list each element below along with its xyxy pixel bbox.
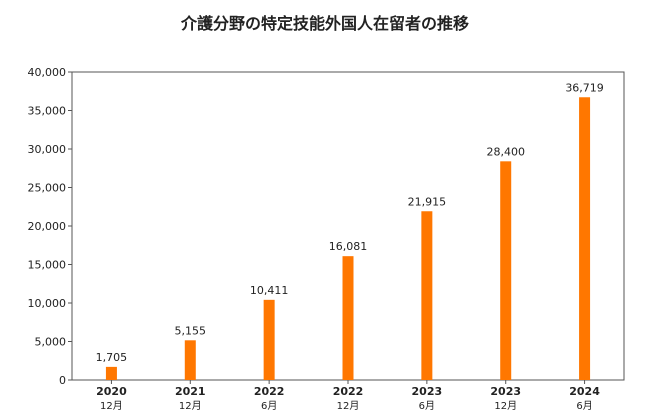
y-tick-label: 25,000 xyxy=(28,182,67,195)
bar-value-label: 28,400 xyxy=(486,145,525,158)
y-tick-label: 30,000 xyxy=(28,143,67,156)
bar xyxy=(579,97,591,380)
y-tick-label: 35,000 xyxy=(28,105,67,118)
y-tick-label: 20,000 xyxy=(28,220,67,233)
bar xyxy=(105,366,117,380)
bar-value-label: 36,719 xyxy=(565,81,604,94)
bar xyxy=(184,340,196,380)
y-tick-label: 40,000 xyxy=(28,66,67,79)
bar-value-label: 10,411 xyxy=(250,284,289,297)
x-tick-label-month: 6月 xyxy=(576,400,592,412)
x-tick-label-month: 12月 xyxy=(100,400,123,412)
bar-value-label: 16,081 xyxy=(329,240,368,253)
x-tick-label-month: 12月 xyxy=(337,400,360,412)
bar xyxy=(500,161,512,380)
y-tick-label: 15,000 xyxy=(28,259,67,272)
x-tick-label-month: 12月 xyxy=(179,400,202,412)
x-tick-label-year: 2021 xyxy=(175,385,206,398)
x-tick-label-year: 2023 xyxy=(412,385,443,398)
bar xyxy=(421,211,433,380)
bar xyxy=(263,299,275,380)
y-tick-label: 10,000 xyxy=(28,297,67,310)
x-tick-label-month: 12月 xyxy=(494,400,517,412)
x-tick-label-year: 2024 xyxy=(569,385,600,398)
x-tick-label-year: 2020 xyxy=(96,385,127,398)
bar-value-label: 5,155 xyxy=(175,324,207,337)
chart-title: 介護分野の特定技能外国人在留者の推移 xyxy=(180,14,469,33)
x-tick-label-month: 6月 xyxy=(419,400,435,412)
bar-value-label: 21,915 xyxy=(408,195,447,208)
x-tick-label-month: 6月 xyxy=(261,400,277,412)
bar xyxy=(342,256,354,380)
x-tick-label-year: 2023 xyxy=(490,385,521,398)
x-tick-label-year: 2022 xyxy=(254,385,285,398)
y-tick-label: 5,000 xyxy=(35,336,67,349)
y-tick-label: 0 xyxy=(59,374,66,387)
bar-value-label: 1,705 xyxy=(96,351,128,364)
x-tick-label-year: 2022 xyxy=(333,385,364,398)
